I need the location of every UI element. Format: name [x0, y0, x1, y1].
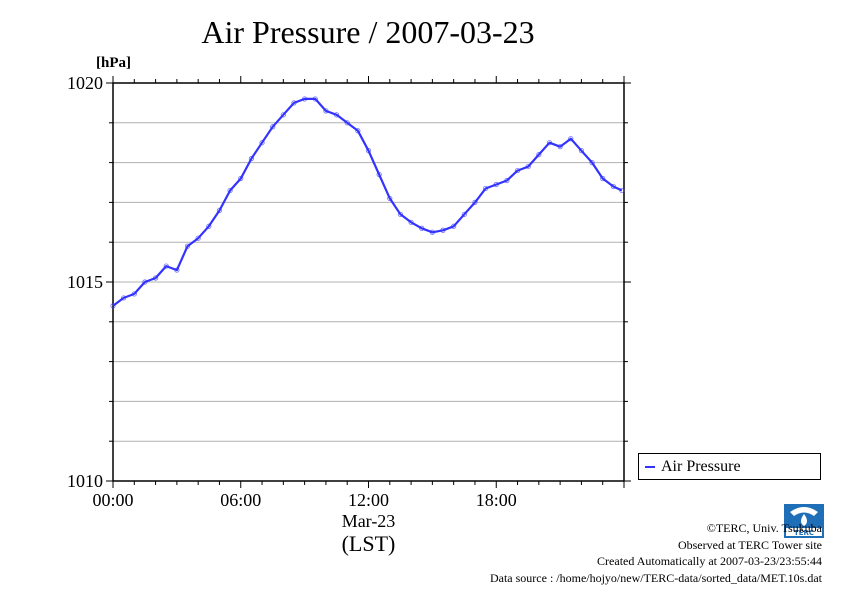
series-line-air-pressure: [112, 97, 623, 307]
data-point: [557, 144, 563, 150]
plot-frame: [112, 82, 625, 482]
data-point: [525, 163, 531, 170]
data-point: [259, 140, 265, 146]
created-text: Created Automatically at 2007-03-23/23:5…: [597, 554, 822, 568]
data-point: [323, 108, 329, 114]
data-point: [333, 112, 340, 118]
data-point: [568, 136, 574, 142]
data-point: [121, 295, 127, 301]
data-point: [514, 167, 521, 174]
data-point: [397, 211, 404, 217]
data-point: [291, 100, 297, 106]
data-point: [216, 207, 223, 213]
y-tick-label: 1010: [67, 471, 103, 491]
data-point: [619, 187, 625, 194]
grid-lines: [113, 122, 624, 442]
x-axis-label: (LST): [342, 531, 396, 556]
legend: Air Pressure: [638, 453, 821, 480]
data-point: [589, 160, 595, 166]
x-tick-label: 00:00: [92, 490, 133, 510]
data-point: [472, 199, 478, 205]
data-point: [131, 291, 137, 297]
series-layer: [110, 96, 625, 309]
data-point: [461, 211, 467, 217]
data-point: [270, 124, 276, 130]
data-point: [451, 223, 457, 229]
data-point: [440, 227, 446, 233]
x-axis-date-label: Mar-23: [342, 511, 396, 531]
data-point: [546, 140, 553, 146]
data-point: [206, 223, 212, 229]
data-point: [142, 279, 148, 285]
data-point: [483, 185, 489, 192]
observed-text: Observed at TERC Tower site: [677, 537, 822, 552]
data-point: [184, 243, 191, 249]
data-point: [195, 235, 201, 241]
data-point: [302, 96, 308, 102]
y-tick-label: 1015: [67, 272, 103, 292]
data-point: [355, 128, 361, 134]
data-point: [227, 187, 233, 194]
x-tick-label: 06:00: [220, 490, 261, 510]
chart-title: Air Pressure / 2007-03-23: [201, 14, 535, 50]
x-tick-label: 12:00: [348, 490, 389, 510]
data-point: [376, 171, 382, 178]
legend-swatch-icon: [645, 466, 655, 468]
data-point: [312, 96, 318, 102]
data-point: [600, 175, 606, 182]
terc-logo-icon: TERC: [784, 504, 824, 538]
data-point: [280, 112, 286, 118]
y-tick-label: 1020: [67, 73, 103, 93]
data-point: [152, 275, 159, 281]
data-point: [504, 177, 510, 184]
data-point: [344, 120, 350, 126]
svg-text:TERC: TERC: [794, 529, 814, 537]
data-point: [493, 181, 499, 188]
data-point: [536, 152, 542, 158]
data-point: [365, 148, 372, 154]
data-point: [578, 148, 585, 154]
x-tick-label: 18:00: [476, 490, 517, 510]
y-axis-unit: [hPa]: [96, 55, 131, 71]
data-point: [408, 219, 414, 225]
data-point: [387, 195, 393, 202]
data-point: [429, 229, 435, 235]
tick-labels: 1010 1015 1020 00:00 06:00 12:00 18:00 Mar-23(L…: [67, 73, 517, 556]
source-text: Data source : /home/hojyo/new/TERC-data/…: [489, 570, 822, 585]
data-point: [610, 183, 616, 190]
legend-label: Air Pressure: [661, 458, 741, 475]
data-point: [419, 225, 425, 231]
data-point: [110, 303, 116, 309]
copyright-text: ©TERC, Univ. Tsukuba: [706, 521, 822, 535]
data-point: [248, 156, 254, 162]
data-point: [174, 267, 180, 273]
data-point: [238, 175, 244, 182]
data-point: [163, 263, 169, 269]
credits-block: ©TERC, Univ. Tsukuba Observed at TERC To…: [490, 520, 822, 586]
